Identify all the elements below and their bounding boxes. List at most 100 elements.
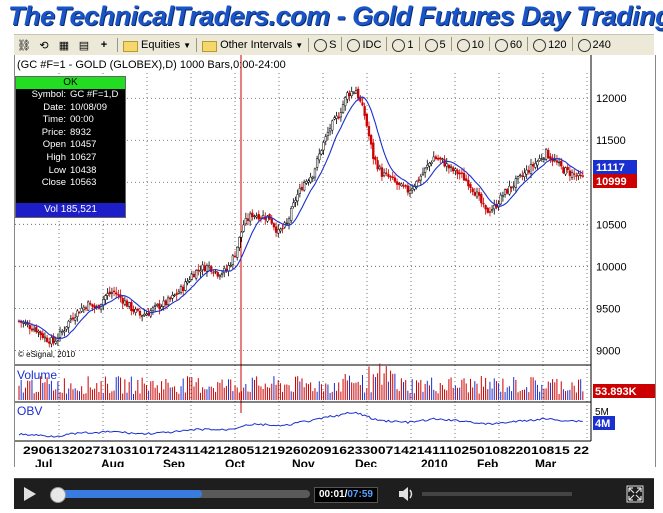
link-icon[interactable]: ⛓ xyxy=(17,39,31,52)
toolbar-separator xyxy=(341,37,343,51)
candle-body xyxy=(231,255,235,265)
interval-10[interactable]: 10 xyxy=(456,37,484,53)
candle-body xyxy=(313,168,317,178)
candle-body xyxy=(512,185,515,188)
seek-buffer xyxy=(52,490,202,498)
candle-body xyxy=(400,183,403,187)
toolbar-separator xyxy=(308,38,310,52)
candle-body xyxy=(525,169,528,175)
interval-60[interactable]: 60 xyxy=(494,37,522,53)
toolbar-separator xyxy=(450,37,452,51)
data-window-key: Symbol: xyxy=(31,89,66,100)
candle-body xyxy=(348,93,351,97)
candle-body xyxy=(266,215,269,222)
candle-body xyxy=(374,157,377,161)
banner: TheTechnicalTraders.com - Gold Futures D… xyxy=(0,0,663,34)
candle-body xyxy=(253,215,256,217)
candle-body xyxy=(430,162,433,164)
month-label: 2010 xyxy=(421,457,448,467)
candle-body xyxy=(153,304,157,307)
candle-body xyxy=(151,307,155,312)
candle-body xyxy=(354,90,358,94)
volume-label: Volume xyxy=(17,368,57,382)
candle-body xyxy=(300,186,304,191)
candle-body xyxy=(285,222,289,225)
candle-body xyxy=(201,264,204,270)
interval-s[interactable]: S xyxy=(314,37,336,53)
date-ticks: 2906132027310310172431142128051219260209… xyxy=(23,445,589,457)
seek-slider[interactable] xyxy=(50,487,310,503)
candle-body xyxy=(443,159,446,167)
obv-label: OBV xyxy=(17,404,42,418)
candle-body xyxy=(471,188,474,193)
candle-body xyxy=(175,293,178,295)
price-tick-label: 10000 xyxy=(596,261,627,273)
candle-body xyxy=(147,312,150,316)
candle-body xyxy=(426,164,429,168)
candle-body xyxy=(182,286,185,291)
fullscreen-icon[interactable] xyxy=(626,485,644,503)
add-icon[interactable]: + xyxy=(100,39,108,51)
symbol-icon[interactable]: ▦ xyxy=(58,39,70,52)
interval-circle-icon xyxy=(577,38,591,52)
candle-body xyxy=(564,167,567,175)
data-window-value: 10627 xyxy=(70,151,97,163)
interval-240[interactable]: 240 xyxy=(577,37,611,53)
interval-idc[interactable]: IDC xyxy=(347,37,381,53)
candle-body xyxy=(39,331,42,335)
candle-body xyxy=(171,294,174,299)
candle-body xyxy=(162,300,165,307)
candle-body xyxy=(138,311,142,316)
data-window-value: 10563 xyxy=(70,177,97,189)
candle-body xyxy=(112,290,116,293)
chart-canvas[interactable]: (GC #F=1 - GOLD (GLOBEX),D) 1000 Bars,0:… xyxy=(15,55,655,467)
candle-body xyxy=(188,279,191,282)
interval-5[interactable]: 5 xyxy=(424,37,446,53)
candle-body xyxy=(322,142,325,151)
candle-body xyxy=(519,174,522,177)
intervals-dropdown[interactable]: Other Intervals ▼ xyxy=(202,37,303,53)
toolbar-separator xyxy=(527,37,529,51)
candle-body xyxy=(331,120,334,131)
interval-circle-icon xyxy=(314,38,328,52)
volume-value-badge xyxy=(593,384,655,398)
chevron-down-icon: ▼ xyxy=(183,40,192,50)
candle-body xyxy=(227,265,230,272)
candle-body xyxy=(415,181,418,188)
candle-body xyxy=(210,266,213,272)
interval-label: 1 xyxy=(407,39,414,51)
play-icon[interactable] xyxy=(20,485,38,503)
interval-label: 240 xyxy=(592,39,611,51)
data-window-row: Price: 8932 xyxy=(16,127,125,140)
volume-slider[interactable] xyxy=(422,492,572,496)
candle-body xyxy=(69,318,72,321)
candle-body xyxy=(125,300,129,307)
interval-120[interactable]: 120 xyxy=(533,37,567,53)
volume-icon[interactable] xyxy=(398,487,416,501)
sync-icon[interactable]: ⟲ xyxy=(39,39,49,52)
chevron-down-icon: ▼ xyxy=(295,40,304,50)
interval-label: 120 xyxy=(548,39,567,51)
candle-body xyxy=(337,116,340,119)
interval-1[interactable]: 1 xyxy=(392,37,414,53)
price-axis: 120001150011000105001000095009000 xyxy=(590,55,627,441)
moving-average-line xyxy=(18,96,584,340)
candle-body xyxy=(555,160,559,163)
candle-body xyxy=(456,170,459,175)
candle-body xyxy=(229,264,232,267)
candle-body xyxy=(454,168,457,171)
candle-body xyxy=(184,281,187,291)
candle-body xyxy=(67,320,70,328)
obv-value-badge xyxy=(593,416,615,430)
properties-icon[interactable]: ▤ xyxy=(78,39,90,52)
candle-body xyxy=(465,178,468,181)
chart-toolbar: ⛓ ⟲ ▦ ▤ + Equities ▼ Other Intervals ▼ S ID… xyxy=(14,34,654,56)
obv-value: 4M xyxy=(595,418,610,430)
candle-body xyxy=(93,305,96,308)
equities-dropdown[interactable]: Equities ▼ xyxy=(123,37,191,53)
seek-knob[interactable] xyxy=(50,487,66,503)
candle-body xyxy=(324,136,327,142)
candle-body xyxy=(462,173,466,181)
chart-header: (GC #F=1 - GOLD (GLOBEX),D) 1000 Bars,0:… xyxy=(17,59,286,71)
month-label: Dec xyxy=(355,457,377,467)
